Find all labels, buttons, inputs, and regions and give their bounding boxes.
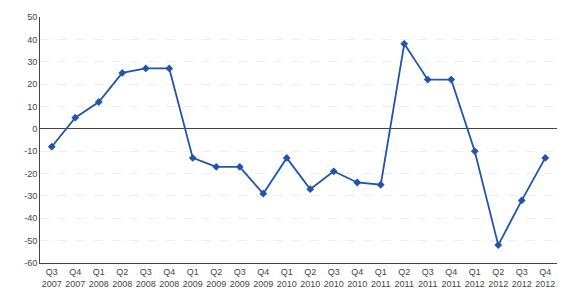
svg-text:40: 40 [27,35,37,45]
svg-text:Q32009: Q32009 [230,267,250,289]
svg-text:Q42008: Q42008 [159,267,179,289]
svg-text:50: 50 [27,12,37,22]
svg-text:Q42012: Q42012 [535,267,555,289]
svg-text:Q42009: Q42009 [253,267,273,289]
svg-text:Q42011: Q42011 [442,267,461,289]
svg-text:Q22011: Q22011 [395,267,414,289]
svg-text:0: 0 [32,124,37,134]
svg-text:Q32008: Q32008 [136,267,156,289]
svg-text:Q42010: Q42010 [347,267,367,289]
svg-text:Q22012: Q22012 [488,267,508,289]
svg-text:10: 10 [27,102,37,112]
svg-text:Q42007: Q42007 [65,267,85,289]
svg-text:Q12010: Q12010 [277,267,297,289]
svg-text:-60: -60 [24,258,37,268]
svg-text:-50: -50 [24,236,37,246]
svg-text:-10: -10 [24,146,37,156]
svg-text:-30: -30 [24,191,37,201]
svg-text:Q12008: Q12008 [89,267,109,289]
svg-text:Q32011: Q32011 [418,267,437,289]
svg-text:Q12011: Q12011 [371,267,390,289]
svg-text:30: 30 [27,57,37,67]
svg-text:-40: -40 [24,213,37,223]
svg-text:Q32012: Q32012 [512,267,532,289]
svg-text:Q12009: Q12009 [183,267,203,289]
svg-text:Q32010: Q32010 [324,267,344,289]
svg-text:20: 20 [27,79,37,89]
svg-text:Q22008: Q22008 [112,267,132,289]
svg-text:Q32007: Q32007 [42,267,62,289]
svg-text:Q12012: Q12012 [465,267,485,289]
svg-text:-20: -20 [24,169,37,179]
svg-text:Q22010: Q22010 [300,267,320,289]
svg-text:Q22009: Q22009 [206,267,226,289]
